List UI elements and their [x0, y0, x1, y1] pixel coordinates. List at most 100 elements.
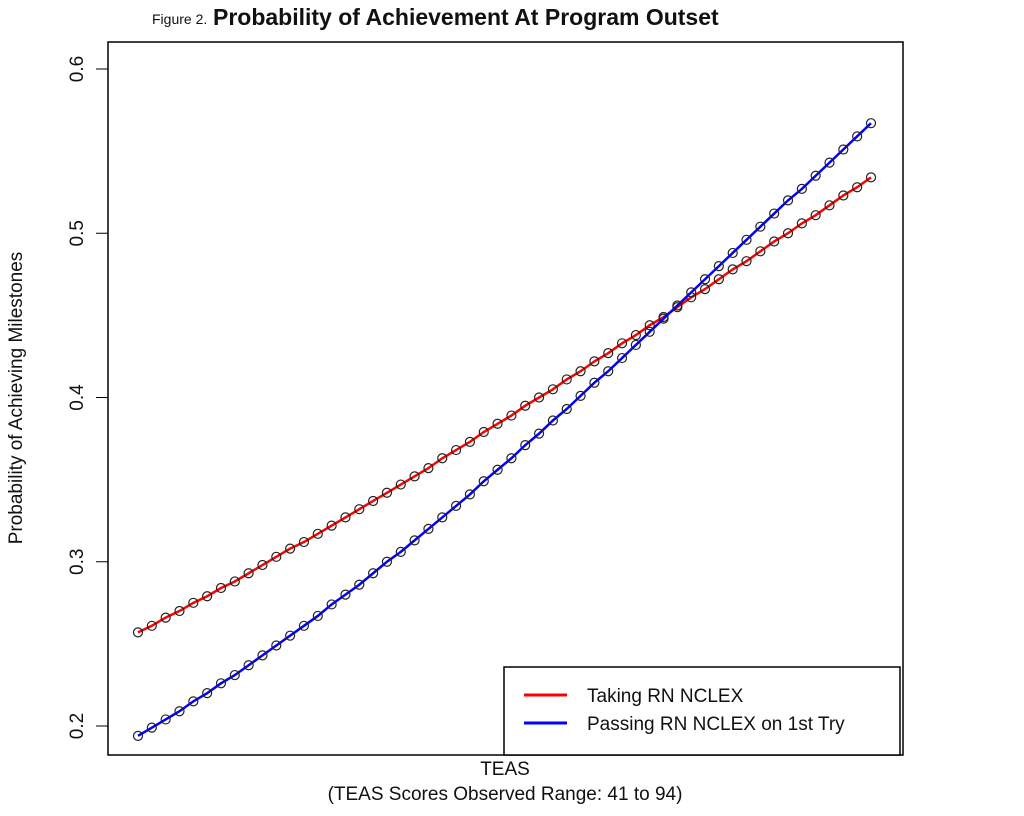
data-point	[437, 512, 448, 523]
data-point	[741, 256, 752, 267]
data-point	[285, 543, 296, 554]
data-point	[520, 440, 531, 451]
legend-label-taking: Taking RN NCLEX	[587, 686, 744, 707]
data-point	[644, 326, 655, 337]
chart-title: Probability of Achievement At Program Ou…	[213, 4, 719, 30]
data-point	[450, 500, 462, 512]
data-point	[285, 630, 296, 641]
x-axis-label: TEAS	[480, 759, 530, 780]
data-point	[520, 400, 531, 411]
data-point	[630, 329, 641, 341]
data-point	[741, 234, 752, 245]
data-point	[146, 620, 157, 631]
data-point	[603, 348, 614, 359]
plot-frame	[107, 41, 904, 756]
data-point	[257, 650, 268, 661]
data-point	[188, 597, 199, 608]
data-point	[630, 339, 641, 351]
x-axis-sublabel: (TEAS Scores Observed Range: 41 to 94)	[328, 784, 683, 805]
data-point	[478, 476, 489, 487]
data-point	[174, 605, 185, 617]
data-point	[838, 190, 849, 201]
data-point	[229, 669, 240, 681]
data-point	[713, 274, 724, 285]
data-point	[215, 582, 227, 594]
data-point	[464, 436, 476, 447]
data-point	[271, 640, 282, 651]
y-tick-label: 0.2	[67, 713, 88, 739]
data-point	[340, 512, 351, 523]
data-point	[699, 274, 711, 285]
data-point	[506, 453, 517, 464]
data-point	[782, 228, 794, 239]
data-point	[492, 464, 503, 475]
data-point	[852, 182, 863, 193]
data-point	[727, 264, 738, 275]
data-point	[865, 118, 877, 129]
data-point	[755, 246, 766, 257]
data-point	[478, 426, 489, 438]
data-point	[354, 504, 365, 515]
data-point	[146, 722, 157, 733]
data-point	[202, 591, 213, 602]
data-point	[782, 195, 794, 206]
data-point	[298, 620, 310, 631]
data-point	[368, 495, 379, 507]
data-point	[409, 471, 420, 482]
data-point	[603, 366, 614, 377]
data-point	[243, 568, 254, 579]
data-point	[616, 352, 628, 364]
data-point	[160, 612, 171, 623]
data-point	[810, 170, 821, 181]
series-group	[132, 118, 877, 741]
data-point	[575, 366, 586, 377]
data-point	[796, 183, 807, 195]
data-point	[658, 313, 669, 324]
data-point	[326, 599, 337, 610]
data-point	[547, 384, 559, 395]
data-point	[699, 283, 711, 295]
data-point	[215, 678, 227, 689]
data-point	[174, 706, 185, 717]
data-point	[865, 172, 877, 183]
data-point	[354, 579, 365, 590]
data-point	[616, 338, 628, 349]
data-point	[381, 487, 393, 498]
data-point	[506, 410, 517, 421]
data-point	[437, 453, 448, 464]
data-point	[257, 559, 268, 571]
data-point	[229, 576, 240, 587]
data-point	[395, 546, 406, 557]
data-point	[464, 489, 476, 500]
data-point	[561, 403, 572, 415]
data-point	[852, 131, 863, 142]
data-point	[686, 287, 697, 298]
data-point	[838, 144, 849, 155]
data-point	[589, 356, 600, 367]
series-line	[137, 122, 872, 737]
data-point	[160, 714, 171, 725]
data-point	[533, 428, 545, 439]
data-point	[298, 536, 310, 548]
data-point	[533, 392, 545, 403]
data-point	[492, 418, 503, 429]
y-tick-label: 0.6	[67, 56, 88, 82]
data-point	[713, 261, 724, 272]
figure-label: Figure 2.	[152, 11, 207, 27]
data-point	[243, 660, 254, 671]
data-point	[810, 210, 821, 221]
legend: Taking RN NCLEX Passing RN NCLEX on 1st …	[503, 666, 901, 756]
data-point	[340, 589, 351, 600]
data-point	[824, 157, 835, 168]
data-point	[368, 568, 379, 579]
series-0	[132, 172, 877, 638]
data-point	[769, 236, 780, 247]
y-tick-label: 0.4	[67, 384, 88, 411]
legend-box	[503, 666, 901, 756]
data-point	[644, 320, 655, 331]
data-point	[547, 415, 559, 426]
data-point	[824, 200, 835, 211]
data-point	[796, 218, 807, 229]
data-point	[132, 730, 144, 741]
